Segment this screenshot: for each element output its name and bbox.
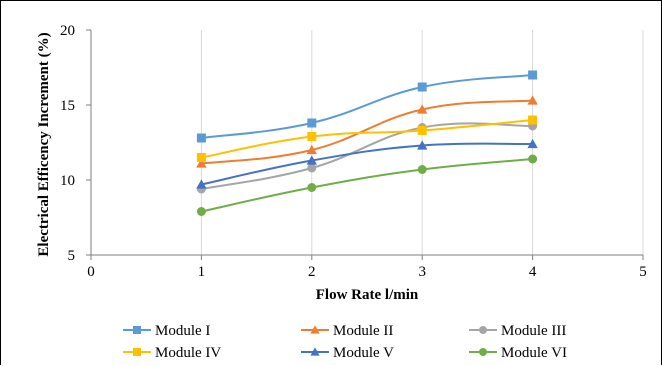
data-point-module-v-2 — [306, 155, 317, 165]
data-point-module-i-1 — [196, 133, 206, 143]
data-point-module-iv-3 — [417, 126, 427, 135]
y-tick-label-15: 15 — [60, 98, 75, 114]
x-tick-label-1: 1 — [198, 264, 206, 280]
legend-label-module-i: Module I — [155, 323, 210, 339]
y-tick-label-5: 5 — [68, 248, 76, 264]
series-module-ii — [196, 95, 538, 168]
x-tick-label-4: 4 — [529, 264, 537, 280]
series-module-i — [196, 70, 538, 143]
data-point-module-vi-2 — [307, 183, 317, 192]
data-point-module-ii-3 — [417, 104, 428, 114]
series-module-vi — [196, 154, 538, 216]
x-tick-label-2: 2 — [308, 264, 316, 280]
series-line-module-v — [201, 142, 533, 186]
data-point-module-vi-4 — [528, 154, 538, 164]
data-point-module-i-4 — [528, 70, 538, 80]
legend-item-module-iv: Module IV — [123, 345, 221, 361]
series-line-module-iii — [201, 122, 533, 190]
data-point-module-vi-1 — [196, 207, 206, 216]
y-tick-label-10: 10 — [60, 173, 75, 189]
legend-marker-module-i — [133, 326, 141, 334]
axes — [86, 29, 644, 260]
legend-label-module-ii: Module II — [333, 323, 393, 339]
x-axis-title: Flow Rate l/min — [316, 287, 419, 303]
x-tick-label-3: 3 — [418, 264, 426, 280]
y-axis-title: Electrical Efficency Increment (%) — [36, 32, 52, 256]
data-point-module-iv-2 — [307, 132, 317, 141]
data-point-module-iv-1 — [196, 153, 206, 162]
y-tick-label-20: 20 — [60, 23, 75, 39]
legend-label-module-iv: Module IV — [155, 345, 221, 361]
legend-item-module-i: Module I — [123, 323, 210, 339]
series-line-module-ii — [201, 99, 533, 165]
data-point-module-v-1 — [196, 179, 207, 189]
x-tick-labels: 0 1 2 3 4 5 — [87, 264, 647, 280]
legend-marker-module-ii — [310, 325, 320, 334]
legend-label-module-v: Module V — [333, 345, 394, 361]
data-point-module-vi-3 — [417, 165, 427, 174]
legend-marker-module-iv — [133, 348, 141, 356]
legend-item-module-v: Module V — [301, 345, 394, 361]
series-line-module-iv — [201, 119, 533, 159]
series-module-iv — [196, 115, 538, 162]
legend-marker-module-v — [310, 347, 320, 356]
legend-item-module-vi: Module VI — [469, 345, 567, 361]
series-line-module-i — [201, 74, 533, 139]
data-point-module-i-3 — [417, 82, 427, 92]
data-point-module-i-2 — [307, 118, 317, 128]
x-tick-label-0: 0 — [87, 264, 95, 280]
data-point-module-v-3 — [417, 140, 428, 150]
data-point-module-v-4 — [527, 138, 538, 149]
data-point-module-ii-2 — [306, 144, 317, 155]
data-point-module-iv-4 — [528, 115, 538, 125]
series-module-v — [196, 138, 538, 189]
y-tick-labels: 5 10 15 20 — [60, 23, 75, 264]
data-point-module-iii-2 — [307, 163, 317, 173]
legend-label-module-iii: Module III — [501, 323, 566, 339]
legend-marker-module-iii — [479, 326, 487, 334]
legend: Module I Module II Module III Module IV Modu… — [123, 323, 567, 361]
legend-item-module-ii: Module II — [301, 323, 393, 339]
series-lines — [196, 70, 538, 216]
data-point-module-ii-1 — [196, 158, 207, 168]
legend-marker-module-vi — [479, 348, 487, 356]
series-line-module-vi — [201, 158, 533, 213]
x-tick-label-5: 5 — [639, 264, 647, 280]
data-point-module-ii-4 — [527, 95, 538, 105]
legend-item-module-iii: Module III — [469, 323, 566, 339]
legend-label-module-vi: Module VI — [501, 345, 567, 361]
